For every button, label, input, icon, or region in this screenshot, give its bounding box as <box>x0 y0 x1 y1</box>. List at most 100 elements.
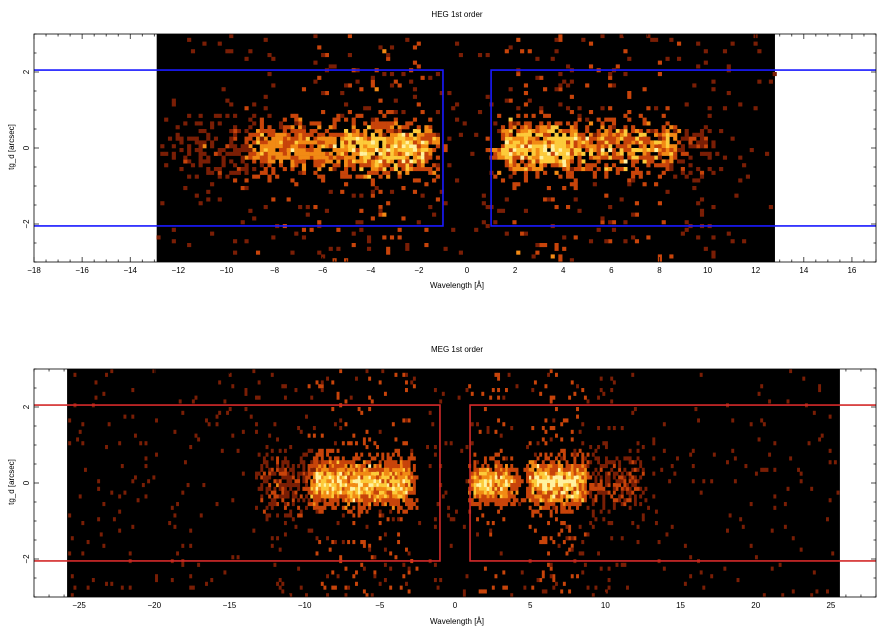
meg-heatmap-cell-1314 <box>528 490 532 495</box>
heg-heatmap-cell-587 <box>255 174 261 179</box>
heg-heatmap-cell-708 <box>569 140 574 145</box>
heg-heatmap-cell-1010 <box>642 140 647 145</box>
heg-heatmap-cell-1326 <box>665 56 670 61</box>
heg-heatmap-cell-676 <box>190 136 196 141</box>
meg-heatmap-cell-473 <box>394 467 398 472</box>
meg-heatmap-cell-1334 <box>541 505 545 510</box>
heg-heatmap-cell-552 <box>275 174 280 179</box>
heg-heatmap-cell-1394 <box>485 94 490 99</box>
meg-heatmap-cell-1939 <box>202 483 206 488</box>
meg-heatmap-cell-354 <box>357 505 361 510</box>
meg-heatmap-cell-645 <box>276 494 279 499</box>
heg-heatmap-cell-661 <box>210 121 215 126</box>
heg-heatmap-cell-1121 <box>627 94 632 99</box>
meg-heatmap-cell-79 <box>365 486 369 491</box>
heg-heatmap-cell-522 <box>286 125 291 130</box>
heg-heatmap-cell-1065 <box>623 140 628 145</box>
meg-heatmap-cell-1369 <box>618 467 622 472</box>
heg-heatmap-cell-1463 <box>455 117 460 122</box>
heg-heatmap-cell-1284 <box>669 167 674 172</box>
meg-heatmap-cell-1309 <box>560 494 564 499</box>
heg-heatmap-cell-298 <box>359 163 364 168</box>
meg-heatmap-cell-1853 <box>139 441 143 446</box>
heg-heatmap-cell-1231 <box>604 117 609 122</box>
meg-heatmap-cell-727 <box>283 471 287 476</box>
heg-heatmap-cell-1300 <box>699 140 705 145</box>
heg-heatmap-cell-689 <box>221 159 226 164</box>
heg-heatmap-cell-238 <box>382 235 387 240</box>
meg-heatmap-cell-1777 <box>189 585 193 590</box>
heg-heatmap-cell-275 <box>386 163 391 168</box>
heg-heatmap-cell-966 <box>516 129 521 134</box>
meg-heatmap-cell-1128 <box>547 498 551 503</box>
heg-heatmap-cell-331 <box>424 227 429 232</box>
heg-heatmap-cell-1371 <box>435 110 440 115</box>
meg-heatmap-cell-1737 <box>757 437 761 442</box>
heg-heatmap-cell-884 <box>562 148 567 153</box>
meg-heatmap-cell-1151 <box>560 422 564 427</box>
meg-heatmap-cell-1789 <box>320 388 324 393</box>
heg-heatmap-cell-1530 <box>340 91 345 96</box>
meg-heatmap-cell-217 <box>365 479 369 484</box>
meg-heatmap-cell-134 <box>344 486 348 491</box>
heg-heatmap-cell-835 <box>508 148 513 153</box>
meg-heatmap-cell-451 <box>399 494 403 499</box>
meg-heatmap-cell-1583 <box>462 593 466 597</box>
meg-heatmap-cell-1517 <box>589 460 593 465</box>
meg-heatmap-cell-1774 <box>339 418 343 423</box>
heg-heatmap-cell-1164 <box>634 155 640 160</box>
meg-heatmap-cell-556 <box>370 399 374 404</box>
meg-heatmap-cell-162 <box>347 498 351 503</box>
meg-heatmap-cell-1483 <box>641 471 645 476</box>
meg-heatmap-cell-1449 <box>636 486 640 491</box>
meg-heatmap-cell-1665 <box>433 562 437 567</box>
meg-heatmap-cell-1869 <box>544 589 548 594</box>
meg-heatmap-cell-1729 <box>612 505 616 510</box>
heg-heatmap-cell-593 <box>290 136 295 141</box>
meg-heatmap-cell-1230 <box>539 467 543 472</box>
meg-heatmap-cell-549 <box>373 464 377 469</box>
meg-heatmap-cell-152 <box>320 483 324 488</box>
meg-heatmap-cell-1193 <box>583 483 587 488</box>
heg-heatmap-cell-21 <box>420 132 425 137</box>
meg-heatmap-cell-1734 <box>662 422 666 427</box>
heg-heatmap-cell-59 <box>409 144 414 149</box>
heg-heatmap-cell-862 <box>558 140 563 145</box>
heg-heatmap-cell-20 <box>432 136 437 141</box>
heg-heatmap-cell-819 <box>523 144 529 149</box>
meg-heatmap-cell-1683 <box>205 418 208 423</box>
heg-heatmap-cell-1365 <box>432 212 437 217</box>
meg-heatmap-cell-157 <box>360 486 364 491</box>
heg-heatmap-cell-395 <box>321 174 326 179</box>
meg-heatmap-cell-689 <box>297 566 301 571</box>
meg-heatmap-cell-268 <box>320 460 324 465</box>
meg-heatmap-cell-799 <box>483 486 487 491</box>
meg-heatmap-cell-96 <box>349 486 353 491</box>
meg-heatmap-cell-1882 <box>123 490 127 495</box>
heg-heatmap-cell-929 <box>527 155 532 160</box>
heg-heatmap-cell-712 <box>562 132 567 137</box>
heg-heatmap-cell-1315 <box>680 148 685 153</box>
meg-heatmap-cell-677 <box>307 528 311 533</box>
meg-heatmap-cell-1409 <box>589 483 593 488</box>
heg-heatmap-cell-401 <box>309 129 314 134</box>
meg-heatmap-cell-1032 <box>573 494 577 499</box>
heg-heatmap-cell-749 <box>539 155 544 160</box>
heg-heatmap-cell-346 <box>271 136 276 141</box>
meg-heatmap-cell-585 <box>402 372 406 377</box>
meg-heatmap-cell-767 <box>255 475 258 480</box>
meg-heatmap-cell-1620 <box>94 380 98 385</box>
heg-heatmap-cell-283 <box>378 212 383 217</box>
heg-heatmap-cell-1229 <box>680 167 685 172</box>
meg-heatmap-cell-146 <box>341 471 345 476</box>
meg-heatmap-cell-233 <box>357 471 361 476</box>
heg-heatmap-cell-285 <box>366 170 372 175</box>
heg-heatmap-cell-959 <box>562 167 567 172</box>
heg-heatmap-cell-377 <box>275 151 280 156</box>
heg-heatmap-cell-566 <box>313 155 318 160</box>
meg-heatmap-cell-1894 <box>599 388 603 393</box>
heg-heatmap-cell-1375 <box>608 220 613 225</box>
heg-heatmap-cell-301 <box>416 125 421 130</box>
heg-heatmap-cell-1205 <box>646 151 651 156</box>
meg-heatmap-cell-545 <box>405 441 408 446</box>
